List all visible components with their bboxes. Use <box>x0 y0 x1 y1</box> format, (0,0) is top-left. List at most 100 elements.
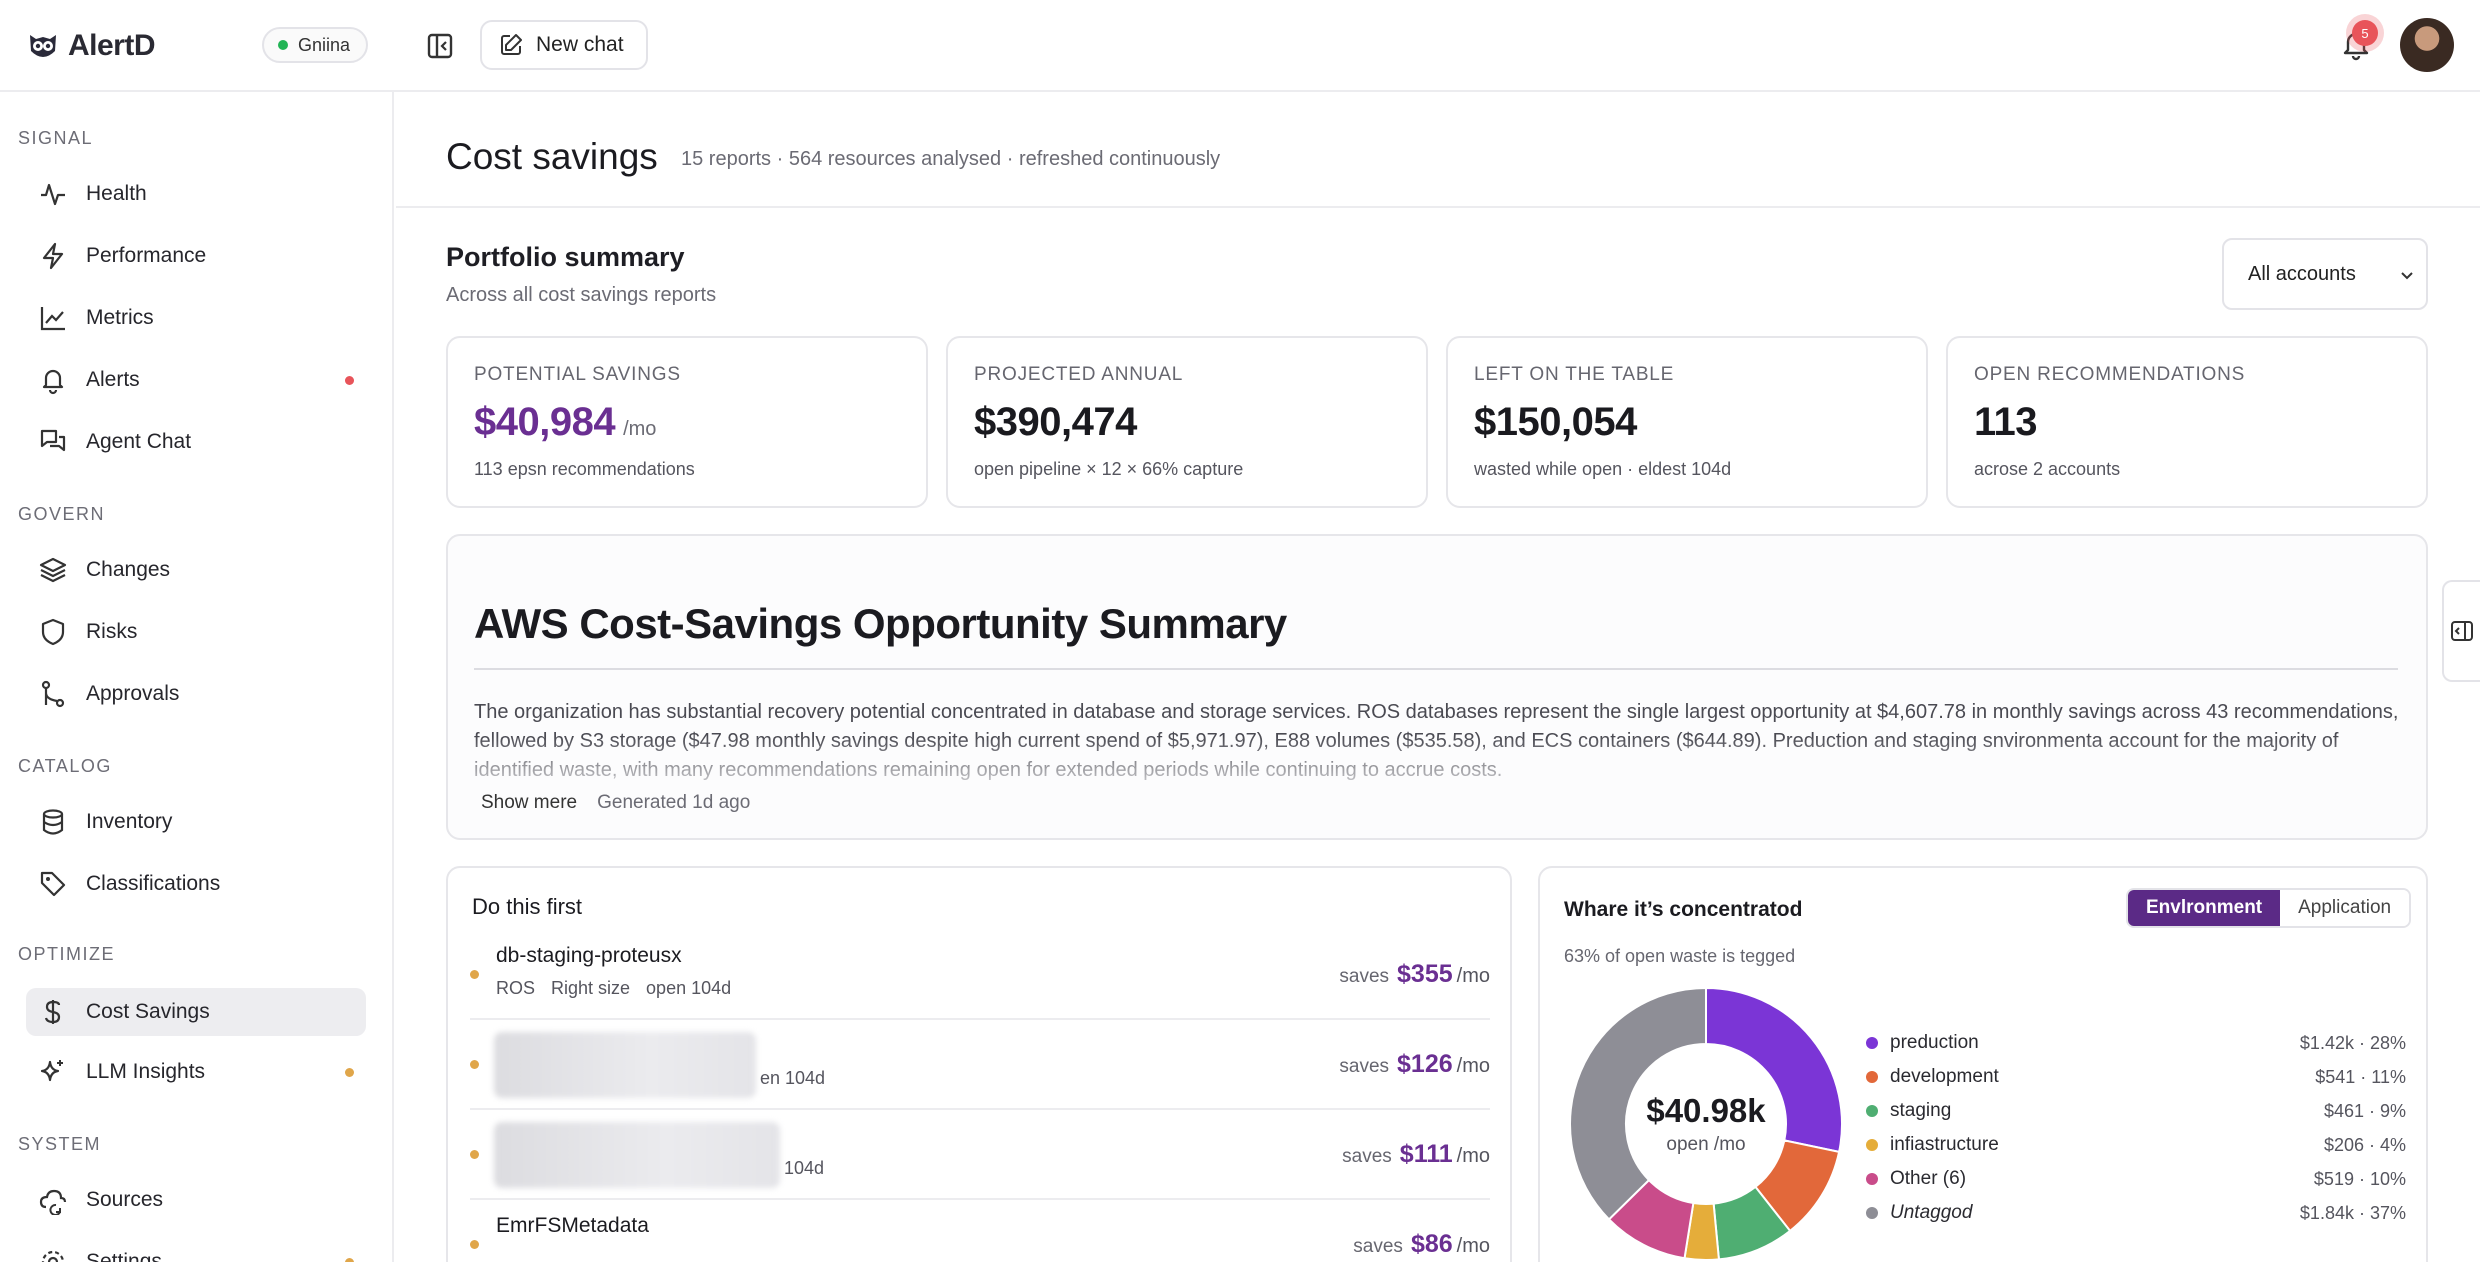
legend-item[interactable]: Other (6) $519 · 10% <box>1866 1162 2406 1196</box>
legend-item[interactable]: staging $461 · 9% <box>1866 1094 2406 1128</box>
sparkles-icon <box>40 1060 63 1082</box>
settings-indicator-dot <box>345 1258 354 1262</box>
saves-label: saves <box>1353 1236 1403 1257</box>
sidebar-item-cost-savings[interactable]: Cost Savings <box>26 988 366 1036</box>
per-month-label: /mo <box>1456 1235 1490 1257</box>
section-label-optimize: OPTIMIZE <box>18 944 115 964</box>
legend-name: staging <box>1890 1100 1952 1121</box>
table-row[interactable]: en 104d saves $126 /mo <box>470 1020 1490 1110</box>
line-chart-icon <box>40 307 65 331</box>
sidebar-item-label: Cost Savings <box>86 1000 210 1023</box>
legend-item[interactable]: Untaggod $1.84k · 37% <box>1866 1196 2406 1230</box>
status-pill[interactable]: Gniina <box>262 27 369 63</box>
sidebar-item-agent-chat[interactable]: Agent Chat <box>26 418 366 466</box>
priority-dot <box>470 970 479 979</box>
kpi-projected-annual: PROJECTED ANNUAL $390,474 open pipeline … <box>946 336 1428 508</box>
summary-title: AWS Cost-Savings Opportunity Summary <box>474 600 1287 647</box>
sidebar-item-llm-insights[interactable]: LLM Insights <box>26 1048 366 1096</box>
donut-slice-other-6[interactable] <box>1607 1178 1695 1260</box>
saves-label: saves <box>1339 1056 1390 1077</box>
sidebar-item-risks[interactable]: Risks <box>26 608 366 656</box>
sidebar-item-label: Sources <box>86 1188 164 1211</box>
sidebar-item-inventory[interactable]: Inventory <box>26 798 366 846</box>
kpi-label: LEFT ON THE TABLE <box>1474 364 1675 385</box>
dollar-icon <box>44 1000 61 1024</box>
grouping-toggle: Envlronment Application <box>2126 888 2412 928</box>
table-row[interactable]: db-staging-proteusx ROS Right size open … <box>470 930 1490 1020</box>
per-month-label: /mo <box>1456 1055 1490 1077</box>
gear-icon <box>41 1250 65 1262</box>
legend-swatch <box>1866 1173 1878 1185</box>
legend-item[interactable]: development $541 · 11% <box>1866 1060 2406 1094</box>
kpi-value: $390,474 <box>974 400 1137 444</box>
avatar[interactable] <box>2400 18 2454 72</box>
sidebar-item-classifications[interactable]: Classifications <box>26 860 366 908</box>
sidebar-item-label: Approvals <box>86 682 180 705</box>
savings-amount: $355 <box>1397 960 1453 988</box>
portfolio-title: Portfolio summary <box>446 242 685 272</box>
status-text: Gniina <box>298 34 351 55</box>
tag-icon <box>40 871 66 897</box>
status-dot-icon <box>278 40 288 50</box>
sidebar-item-label: Risks <box>86 620 138 643</box>
sidebar-item-approvals[interactable]: Approvals <box>26 670 366 718</box>
sidebar-item-label: Settings <box>86 1250 162 1262</box>
sidebar-item-alerts[interactable]: Alerts <box>26 356 366 404</box>
kpi-footnote: wasted while open · eldest 104d <box>1474 459 1732 479</box>
kpi-footnote: 113 epsn recommendations <box>474 459 695 479</box>
sidebar-item-label: Inventory <box>86 810 173 833</box>
concentration-subtitle: 63% of open waste is tegged <box>1564 946 1796 966</box>
sidebar-item-settings[interactable]: Settings <box>26 1238 366 1262</box>
sidebar-item-sources[interactable]: Sources <box>26 1176 366 1224</box>
donut-slice-untaggod[interactable] <box>1569 986 1707 1221</box>
sidebar-item-label: Agent Chat <box>86 430 192 453</box>
accounts-select[interactable]: All accounts <box>2222 238 2428 310</box>
sidebar-item-label: Metrics <box>86 306 154 329</box>
legend-item[interactable]: preduction $1.42k · 28% <box>1866 1026 2406 1060</box>
alert-indicator-dot <box>345 376 354 385</box>
saves-label: saves <box>1342 1146 1392 1167</box>
shield-icon <box>41 618 65 646</box>
activity-icon <box>41 183 65 206</box>
tab-application[interactable]: Application <box>2280 890 2410 926</box>
kpi-potential-savings: POTENTIAL SAVINGS $40,984 /mo 113 epsn r… <box>446 336 928 508</box>
sidebar-item-label: Changes <box>86 558 171 581</box>
sidebar-item-changes[interactable]: Changes <box>26 546 366 594</box>
legend-value: $541 · 11% <box>2315 1066 2406 1087</box>
top-bar: AlertD Gniina New chat 5 <box>0 0 2480 92</box>
section-label-catalog: CATALOG <box>18 756 112 776</box>
legend-item[interactable]: infiastructure $206 · 4% <box>1866 1128 2406 1162</box>
legend-value: $206 · 4% <box>2323 1134 2406 1155</box>
kpi-open-recommendations: OPEN RECOMMENDATIONS 113 acrose 2 accoun… <box>1946 336 2428 508</box>
accounts-select-value: All accounts <box>2248 262 2356 285</box>
sidebar-item-performance[interactable]: Performance <box>26 232 366 280</box>
per-month-label: /mo <box>1456 965 1490 987</box>
git-branch-icon <box>41 680 65 708</box>
new-chat-button[interactable]: New chat <box>480 20 648 70</box>
portfolio-subtitle: Across all cost savings reports <box>446 284 717 306</box>
concentration-title: Whare it’s concentratod <box>1564 898 1803 921</box>
show-more-link[interactable]: Show mere <box>481 792 578 813</box>
table-row[interactable]: EmrFSMetadata saves $86 /mo <box>470 1200 1490 1262</box>
donut-slice-preduction[interactable] <box>1705 986 1843 1154</box>
resource-age: open 104d <box>646 978 732 998</box>
sidebar-item-label: LLM Insights <box>86 1060 206 1083</box>
resource-action: Right size <box>551 978 631 998</box>
redacted-resource <box>494 1032 756 1098</box>
sidebar-item-health[interactable]: Health <box>26 170 366 218</box>
app-logo[interactable]: AlertD <box>26 26 156 66</box>
sidebar-toggle-icon[interactable] <box>424 30 456 62</box>
legend-name: infiastructure <box>1890 1134 1999 1155</box>
new-chat-label: New chat <box>536 33 624 56</box>
tab-environment[interactable]: Envlronment <box>2128 890 2281 926</box>
legend-value: $461 · 9% <box>2323 1100 2406 1121</box>
legend-name: preduction <box>1890 1032 1979 1053</box>
resource-age: 104d <box>784 1158 825 1178</box>
kpi-label: OPEN RECOMMENDATIONS <box>1974 364 2246 385</box>
table-row[interactable]: 104d saves $111 /mo <box>470 1110 1490 1200</box>
sidebar-item-metrics[interactable]: Metrics <box>26 294 366 342</box>
side-panel-toggle[interactable] <box>2442 580 2480 682</box>
savings-amount: $86 <box>1410 1230 1453 1258</box>
saves-label: saves <box>1339 966 1390 987</box>
summary-card: AWS Cost-Savings Opportunity Summary The… <box>446 534 2428 840</box>
